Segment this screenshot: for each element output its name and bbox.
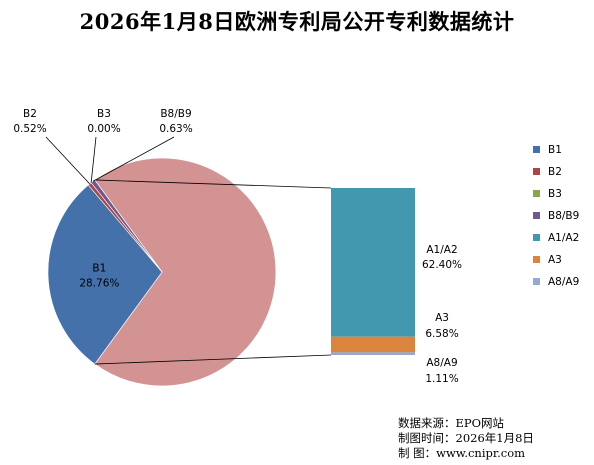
legend-swatch-a3 [533, 256, 540, 263]
bar-label-a8-a9-value: 1.11% [425, 373, 458, 385]
legend-swatch-b2 [533, 168, 540, 175]
legend-swatch-b8-b9 [533, 212, 540, 219]
pie-label-b3-value: 0.00% [87, 123, 120, 135]
date-line: 制图时间：2026年1月8日 [398, 431, 534, 445]
legend-label-a8-a9: A8/A9 [548, 276, 579, 288]
source-line: 数据来源：EPO网站 [398, 416, 505, 430]
bar-segment-a8-a9 [331, 352, 415, 355]
bar-label-a1-a2-name: A1/A2 [426, 244, 457, 256]
bar-label-a8-a9-name: A8/A9 [426, 357, 457, 369]
bar-label-a3-value: 6.58% [425, 328, 458, 340]
pie-label-b2-value: 0.52% [13, 123, 46, 135]
bar-segment-a3 [331, 337, 415, 353]
legend-swatch-a8-a9 [533, 278, 540, 285]
pie-label-b8-b9-name: B8/B9 [160, 108, 191, 120]
legend-label-b1: B1 [548, 144, 562, 156]
pie-label-b1-name: B1 [92, 262, 106, 274]
legend-swatch-b1 [533, 146, 540, 153]
legend-swatch-a1-a2 [533, 234, 540, 241]
legend-label-b3: B3 [548, 188, 562, 200]
leader-line-b2 [46, 137, 90, 184]
leader-line-b3 [91, 137, 96, 183]
legend: B1 B2 B3 B8/B9 A1/A2 A3 A8/A9 [533, 144, 579, 288]
legend-label-a3: A3 [548, 254, 562, 266]
author-line: 制 图：www.cnipr.com [398, 446, 525, 460]
bar-label-a3-name: A3 [435, 312, 449, 324]
legend-swatch-b3 [533, 190, 540, 197]
bar-label-a1-a2-value: 62.40% [422, 259, 462, 271]
bar-segment-a1-a2 [331, 188, 415, 337]
legend-label-b8-b9: B8/B9 [548, 210, 579, 222]
pie-label-b3-name: B3 [97, 108, 111, 120]
pie-label-b8-b9-value: 0.63% [159, 123, 192, 135]
legend-label-b2: B2 [548, 166, 562, 178]
pie-label-b1-value: 28.76% [79, 277, 119, 289]
legend-label-a1-a2: A1/A2 [548, 232, 579, 244]
pie-label-b2-name: B2 [23, 108, 37, 120]
